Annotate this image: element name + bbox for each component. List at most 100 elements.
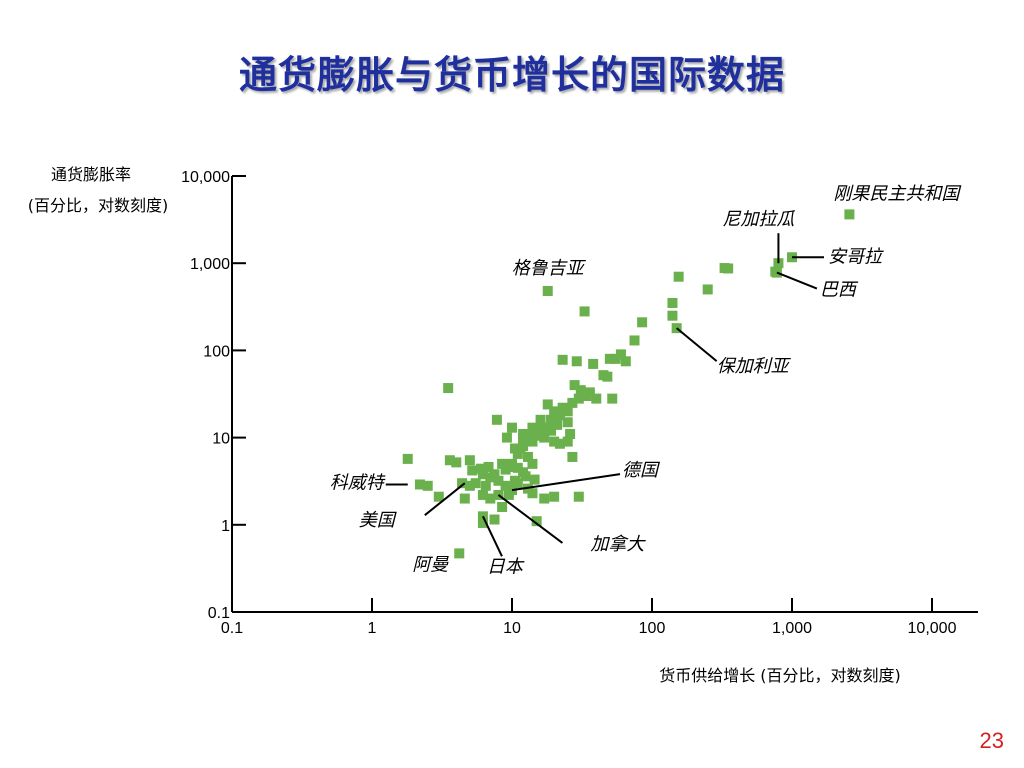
data-point xyxy=(567,397,578,408)
data-point xyxy=(477,469,488,480)
data-point xyxy=(844,209,855,220)
data-point xyxy=(464,455,475,466)
x-tick-label: 1,000 xyxy=(772,620,812,637)
data-point xyxy=(667,310,678,321)
data-point xyxy=(529,474,540,485)
data-point xyxy=(503,462,514,473)
data-point xyxy=(573,393,584,404)
annotation-label: 保加利亚 xyxy=(717,356,792,377)
annotation-label: 巴西 xyxy=(820,280,859,301)
data-point xyxy=(480,480,491,491)
y-axis-label-line2: (百分比，对数刻度) xyxy=(28,196,169,215)
data-point xyxy=(542,285,553,296)
annotation-leader-line xyxy=(776,271,818,290)
data-point xyxy=(527,422,538,433)
data-point xyxy=(451,457,462,468)
annotation-leader-line xyxy=(676,327,718,362)
data-point xyxy=(470,478,481,489)
annotation-label: 美国 xyxy=(359,510,398,531)
data-point xyxy=(539,493,550,504)
data-point xyxy=(546,414,557,425)
data-point xyxy=(770,266,781,277)
annotation-leader-line xyxy=(497,494,564,544)
data-point xyxy=(522,451,533,462)
data-point xyxy=(518,428,529,439)
data-point xyxy=(549,491,560,502)
data-point xyxy=(562,417,573,428)
annotation-label: 加拿大 xyxy=(590,534,646,555)
data-point xyxy=(539,432,550,443)
data-point xyxy=(667,297,678,308)
x-tick-label: 1 xyxy=(368,620,377,637)
annotation-label: 安哥拉 xyxy=(828,246,884,267)
x-tick-label: 10,000 xyxy=(908,620,957,637)
annotation-label: 德国 xyxy=(622,460,661,481)
data-point xyxy=(535,425,546,436)
data-point xyxy=(531,516,542,527)
data-point xyxy=(607,393,618,404)
data-point xyxy=(527,458,538,469)
annotation-label: 日本 xyxy=(487,556,525,577)
data-point xyxy=(402,453,413,464)
data-point xyxy=(629,335,640,346)
data-point xyxy=(615,349,626,360)
data-point xyxy=(525,428,536,439)
data-point xyxy=(512,462,523,473)
data-point xyxy=(531,430,542,441)
data-point xyxy=(489,514,500,525)
data-point xyxy=(459,493,470,504)
data-point xyxy=(542,422,553,433)
data-point xyxy=(443,383,454,394)
data-point xyxy=(673,271,684,282)
data-point xyxy=(509,443,520,454)
y-tick-label: 1,000 xyxy=(190,256,230,273)
data-point xyxy=(485,472,496,483)
data-point xyxy=(554,438,565,449)
data-point xyxy=(515,443,526,454)
data-point xyxy=(579,306,590,317)
data-point xyxy=(444,455,455,466)
x-axis-label: 货币供给增长 (百分比，对数刻度) xyxy=(659,666,901,685)
y-tick-label: 100 xyxy=(203,343,230,360)
annotation-leader-line xyxy=(482,515,503,557)
annotation-label: 阿曼 xyxy=(412,554,449,575)
chart-axes: 0.1 1 10 100 1,000 10,000 0.1 1 10 100 1,000 10,000 xyxy=(181,169,978,637)
data-point xyxy=(620,356,631,367)
y-tick-label: 0.1 xyxy=(208,605,230,622)
data-point xyxy=(604,353,615,364)
data-point xyxy=(454,548,465,559)
annotation-leader-line xyxy=(424,482,466,516)
data-point xyxy=(588,358,599,369)
data-point xyxy=(527,488,538,499)
data-point xyxy=(477,489,488,500)
data-point xyxy=(637,317,648,328)
data-point xyxy=(567,451,578,462)
annotation-label: 科威特 xyxy=(330,472,386,493)
data-point xyxy=(591,393,602,404)
data-point xyxy=(497,502,508,513)
data-point xyxy=(562,406,573,417)
data-point xyxy=(485,493,496,504)
annotation-label: 刚果民主共和国 xyxy=(833,183,962,204)
data-point xyxy=(565,428,576,439)
data-point xyxy=(457,478,468,489)
data-point xyxy=(552,419,563,430)
x-tick-label: 0.1 xyxy=(221,620,243,637)
slide-title: 通货膨胀与货币增长的国际数据 xyxy=(238,52,785,97)
data-point xyxy=(575,385,586,396)
data-point xyxy=(520,471,531,482)
y-tick-label: 10,000 xyxy=(181,169,230,186)
data-point xyxy=(562,436,573,447)
data-point xyxy=(507,422,517,433)
data-point xyxy=(512,448,523,459)
data-point xyxy=(500,480,511,491)
data-point xyxy=(491,414,502,425)
data-point xyxy=(573,491,584,502)
data-point xyxy=(554,410,565,421)
data-point xyxy=(422,480,433,491)
data-point xyxy=(571,356,582,367)
data-point xyxy=(414,479,425,490)
y-axis-label-line1: 通货膨胀率 xyxy=(51,165,131,184)
data-point xyxy=(464,480,475,491)
data-point xyxy=(557,402,568,413)
